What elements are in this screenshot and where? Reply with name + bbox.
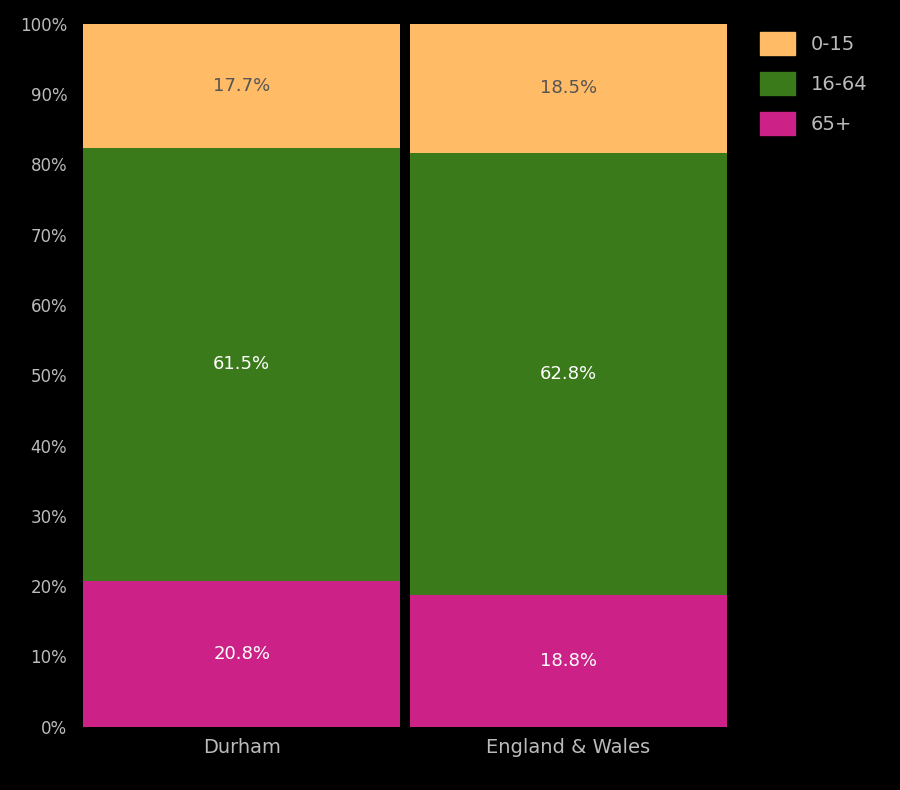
Bar: [84, 24, 400, 149]
Bar: [410, 153, 726, 595]
Bar: [410, 595, 726, 727]
Text: 18.5%: 18.5%: [540, 79, 597, 97]
Bar: [84, 581, 400, 727]
Text: 18.8%: 18.8%: [540, 652, 597, 670]
Text: 62.8%: 62.8%: [540, 365, 597, 383]
Legend: 0-15, 16-64, 65+: 0-15, 16-64, 65+: [754, 26, 873, 141]
Text: 61.5%: 61.5%: [213, 356, 270, 374]
Text: 20.8%: 20.8%: [213, 645, 270, 663]
Text: 17.7%: 17.7%: [213, 77, 270, 95]
Bar: [410, 23, 726, 153]
Bar: [84, 149, 400, 581]
